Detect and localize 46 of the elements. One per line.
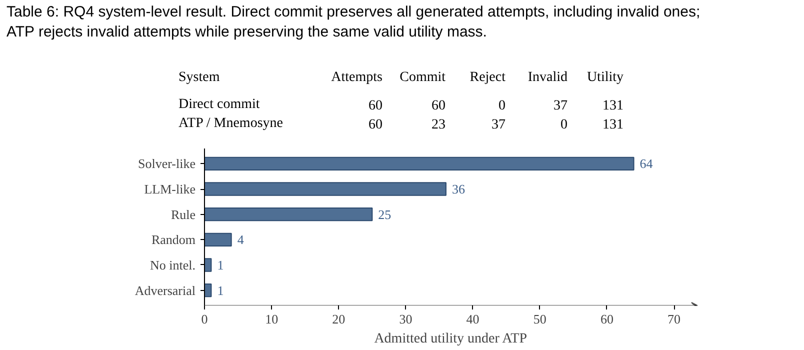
y-tick-label: Rule: [170, 206, 196, 222]
x-tick-label: 40: [466, 312, 480, 326]
text: Attempts: [331, 70, 383, 85]
text: 60: [432, 98, 446, 114]
text: 0: [498, 98, 506, 114]
x-axis-title: Admitted utility under ATP: [374, 332, 528, 346]
text: 23: [432, 118, 446, 132]
bar: [204, 232, 232, 246]
data-label: 36: [452, 182, 466, 197]
text: 60: [368, 118, 382, 132]
data-label: 25: [378, 206, 392, 222]
text: Reject: [470, 70, 506, 85]
text: Commit: [400, 70, 446, 85]
bar: [204, 258, 212, 272]
text: System: [178, 70, 220, 85]
x-tick-label: 0: [201, 312, 208, 326]
y-tick-label: Adversarial: [134, 282, 196, 298]
data-label: 4: [237, 232, 244, 248]
y-tick-label: Random: [151, 232, 196, 248]
text: 37: [554, 98, 568, 114]
x-tick-label: 60: [600, 312, 614, 326]
x-tick-label: 10: [265, 312, 278, 326]
text: 60: [368, 98, 382, 114]
y-tick-label: Solver-like: [138, 156, 196, 172]
x-tick-label: 30: [399, 312, 412, 326]
data-label: 1: [217, 257, 224, 272]
text: Utility: [586, 70, 624, 85]
x-tick-label: 70: [668, 312, 681, 326]
text: Direct commit: [178, 97, 260, 112]
text: 131: [602, 98, 624, 114]
text: Invalid: [528, 70, 568, 85]
text: ATP / Mnemosyne: [178, 116, 283, 131]
y-tick-label: No intel.: [150, 257, 196, 272]
text: 131: [602, 118, 624, 132]
data-label: 64: [640, 156, 654, 172]
bar: [204, 283, 212, 298]
y-tick-label: LLM-like: [144, 182, 196, 197]
data-label: 1: [217, 282, 224, 298]
bar: [204, 208, 373, 222]
x-tick-label: 20: [332, 312, 346, 326]
bar: [204, 182, 446, 196]
x-tick-label: 50: [533, 312, 546, 326]
text: 0: [560, 118, 568, 132]
text: 37: [492, 118, 506, 132]
chart-title: Table 6: RQ4 system-level result. Direct commit preserves all generated attempts, including invalid ones; ATP rejects invalid attempts while preserving the same valid utility mass.: [6, 4, 700, 40]
bar: [204, 156, 634, 171]
